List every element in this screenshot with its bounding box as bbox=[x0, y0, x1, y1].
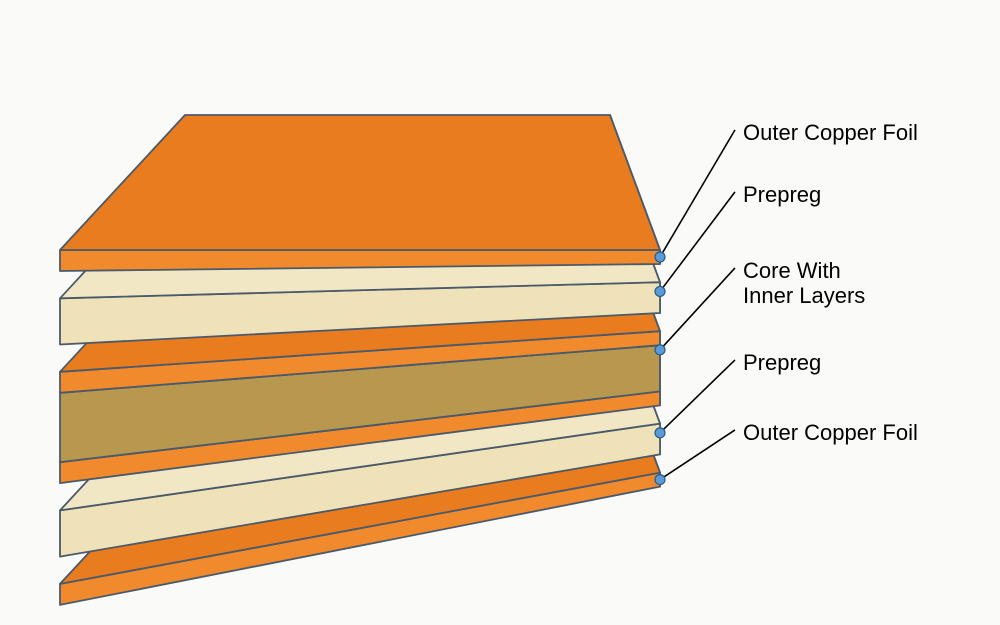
label-core_label: Core With Inner Layers bbox=[743, 258, 865, 309]
pcb-stackup-diagram bbox=[0, 0, 1000, 625]
layer-copper_top bbox=[60, 115, 660, 271]
label-outer_copper_bot: Outer Copper Foil bbox=[743, 420, 918, 445]
label-prepreg_top_label: Prepreg bbox=[743, 182, 821, 207]
label-outer_copper_top: Outer Copper Foil bbox=[743, 120, 918, 145]
callouts bbox=[655, 130, 735, 485]
label-prepreg_bot_label: Prepreg bbox=[743, 350, 821, 375]
